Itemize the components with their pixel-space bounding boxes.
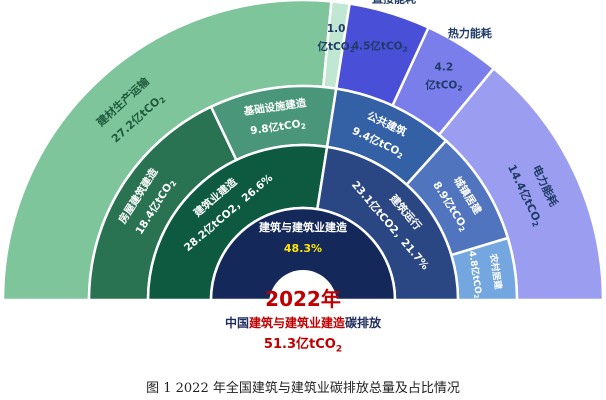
total-value: 51.3亿tCO2 (0, 333, 606, 355)
total-value-text: 51.3亿tCO (263, 337, 336, 352)
outer-label-value-4: 4.2 (435, 62, 454, 74)
total-title: 中国建筑与建筑业建造碳排放 (0, 314, 606, 331)
total-highlight: 建筑与建筑业建造 (248, 316, 345, 330)
center-title: 建筑与建筑业建造 (259, 220, 348, 234)
outer-label-unit-4: 亿tCO2 (425, 79, 462, 93)
year-disc (269, 270, 337, 338)
outer-ring (1, 0, 605, 302)
center-core (209, 206, 397, 338)
outer-label-name-3: 直接能耗 (372, 0, 416, 5)
center-percent: 48.3% (284, 242, 322, 255)
outer-label-value-2: 1.0 (327, 23, 346, 35)
figure-caption: 图 1 2022 年全国建筑与建筑业碳排放总量及占比情况 (146, 381, 460, 396)
outer-label-name-4: 热力能耗 (448, 26, 492, 40)
outer-label-unit-2: 亿tCO2 (318, 40, 355, 54)
center-slice (209, 206, 397, 302)
total-value-sub: 2 (335, 344, 343, 355)
year-label: 2022年 (265, 287, 341, 311)
total-prefix: 中国 (224, 316, 249, 330)
inner-ring (146, 143, 460, 302)
total-suffix: 碳排放 (345, 316, 382, 330)
outer-label-value-3: 4.5亿tCO2 (352, 39, 408, 53)
